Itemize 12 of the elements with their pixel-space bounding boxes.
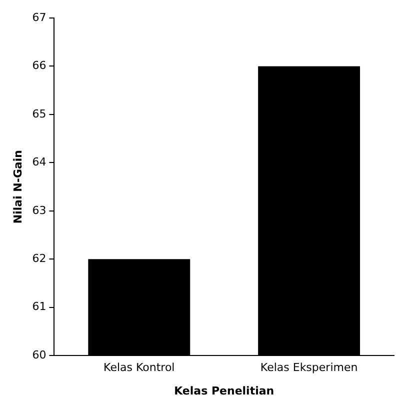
x-axis-title: Kelas Penelitian xyxy=(174,384,274,398)
y-axis-title: Nilai N-Gain xyxy=(11,150,24,224)
y-tick-label: 62 xyxy=(32,252,46,265)
y-tick-label: 61 xyxy=(32,300,46,314)
y-tick-label: 63 xyxy=(32,204,46,217)
y-tick-label: 64 xyxy=(32,156,46,169)
y-tick-label: 66 xyxy=(32,59,46,72)
y-tick-label: 60 xyxy=(32,348,46,362)
x-tick-label: Kelas Kontrol xyxy=(104,361,175,374)
y-tick-label: 65 xyxy=(32,107,46,120)
x-tick-label: Kelas Eksperimen xyxy=(260,361,358,374)
y-tick-label: 67 xyxy=(32,10,46,24)
